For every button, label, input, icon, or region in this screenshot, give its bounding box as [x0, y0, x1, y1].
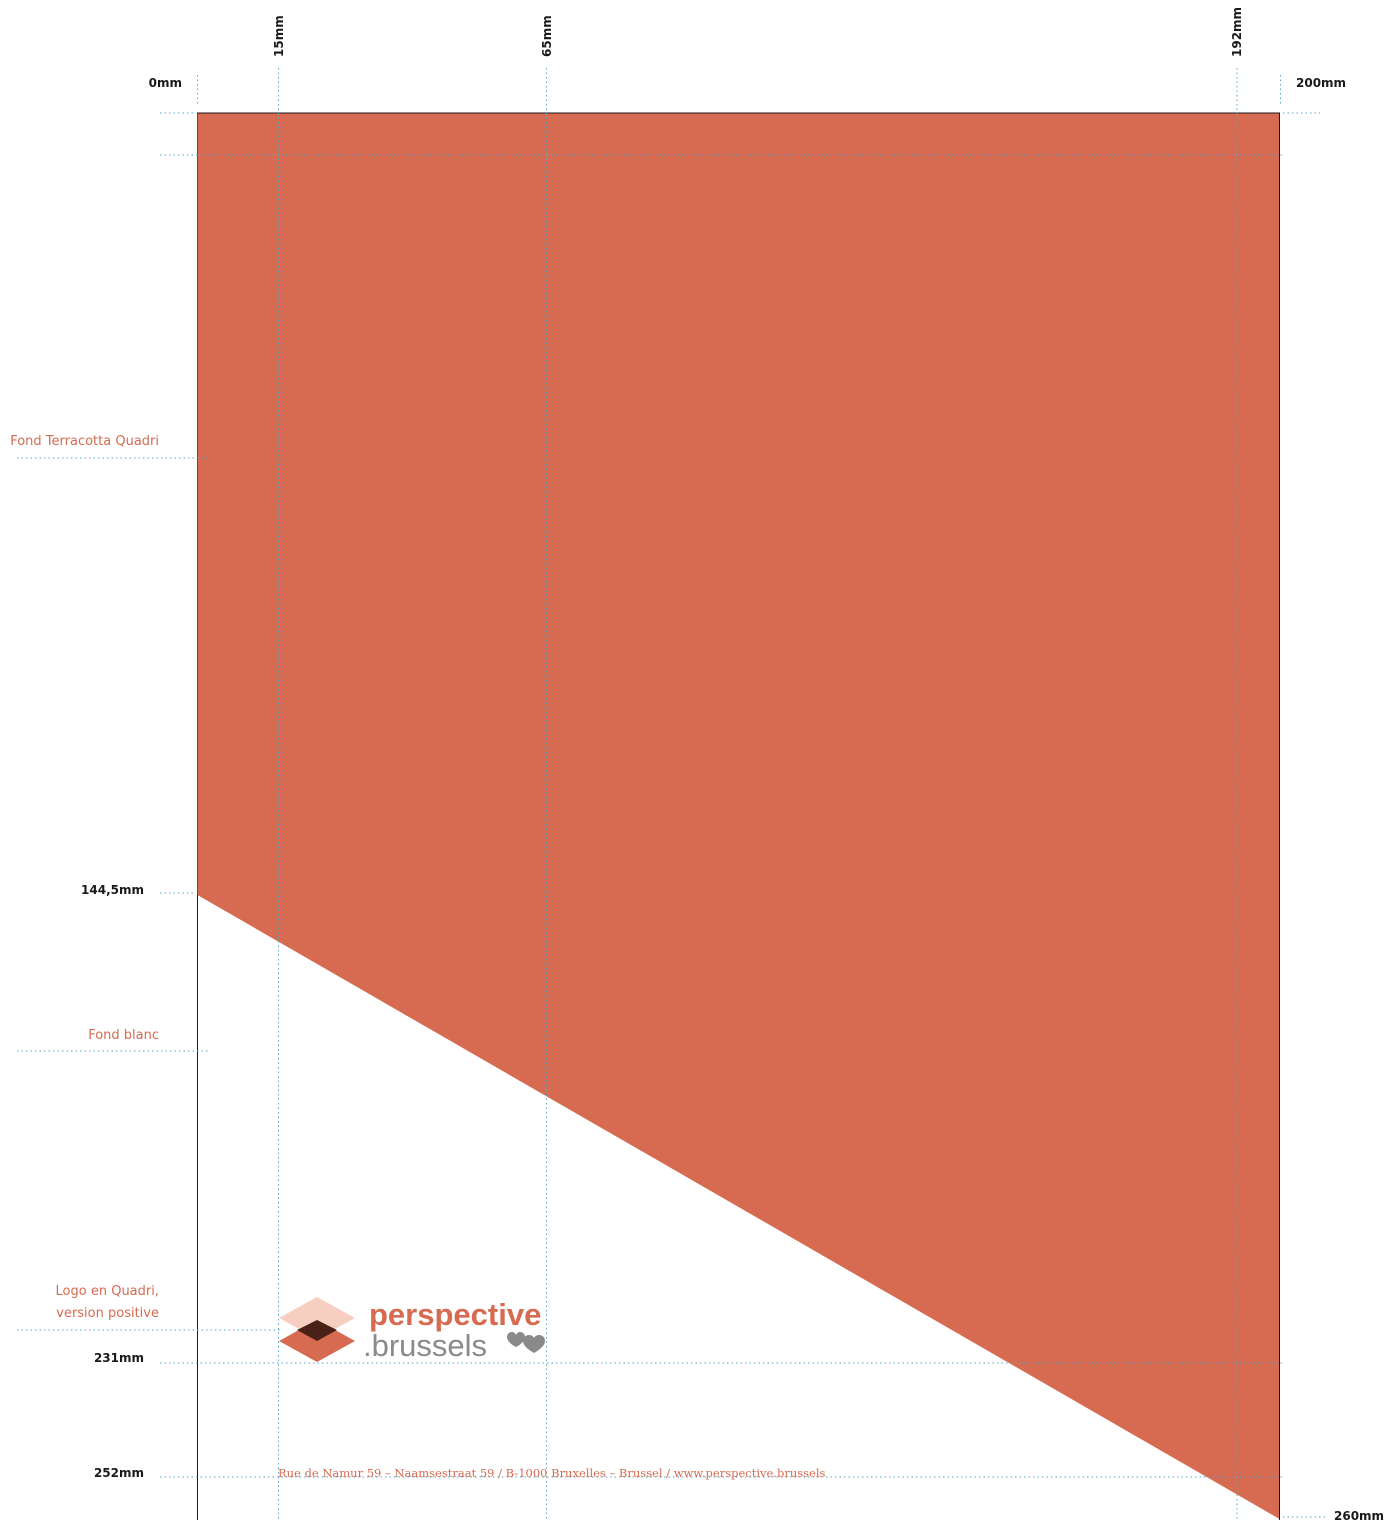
perspective-brussels-logo: perspective .brussels	[279, 1297, 545, 1363]
ruler-label-0mm: 0mm	[149, 76, 182, 90]
note-white-background: Fond blanc	[88, 1028, 159, 1043]
horizontal-guides	[17, 112, 1325, 1518]
diamond-logo-icon	[279, 1297, 355, 1362]
terracotta-background-shape	[197, 113, 1280, 1519]
note-terracotta-background: Fond Terracotta Quadri	[10, 434, 159, 449]
ruler-label-15mm: 15mm	[272, 15, 286, 57]
ruler-label-260mm: 260mm	[1334, 1509, 1384, 1520]
left-ruler: 144,5mm 231mm 252mm 260mm	[81, 883, 1384, 1520]
logo-word-brussels: .brussels	[363, 1328, 487, 1363]
ruler-label-231mm: 231mm	[94, 1351, 144, 1365]
ruler-label-252mm: 252mm	[94, 1466, 144, 1480]
top-ruler: 0mm 15mm 65mm 192mm 200mm	[149, 7, 1346, 90]
vertical-guides	[197, 68, 1281, 1520]
footer-address: Rue de Namur 59 – Naamsestraat 59 / B-10…	[278, 1466, 826, 1480]
two-hearts-icon	[507, 1332, 545, 1353]
ruler-label-144-5mm: 144,5mm	[81, 883, 144, 897]
note-logo-line2: version positive	[56, 1306, 159, 1321]
note-logo-line1: Logo en Quadri,	[56, 1284, 159, 1299]
annotations: Fond Terracotta Quadri Fond blanc Logo e…	[10, 434, 159, 1321]
ruler-label-192mm: 192mm	[1230, 7, 1244, 57]
ruler-label-65mm: 65mm	[540, 15, 554, 57]
logo-word-perspective: perspective	[369, 1297, 541, 1332]
ruler-label-200mm: 200mm	[1296, 76, 1346, 90]
